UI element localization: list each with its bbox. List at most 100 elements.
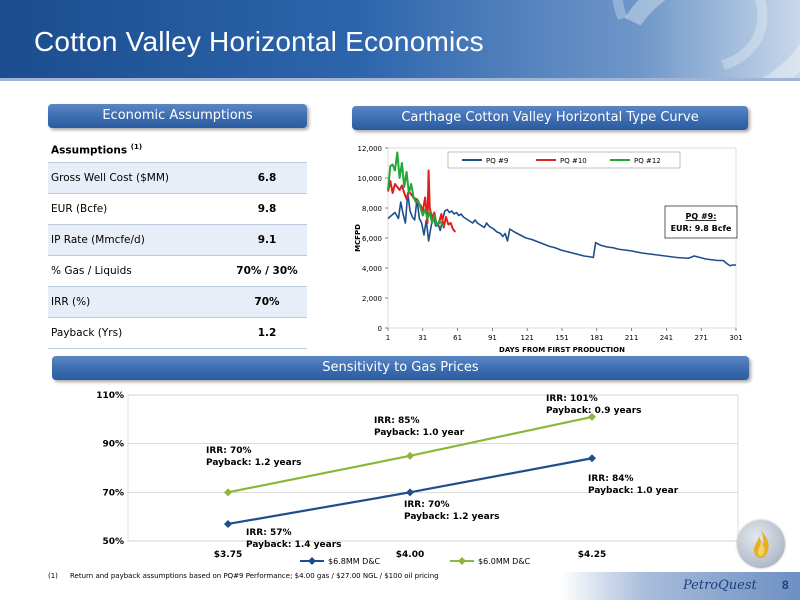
x-tick-label: 61	[453, 334, 462, 342]
y-tick-label: 10,000	[358, 175, 383, 183]
y-tick-label: 90%	[102, 440, 124, 450]
legend: $6.8MM D&C $6.0MM D&C	[300, 557, 531, 566]
table-header-label: Assumptions (1)	[51, 142, 143, 157]
y-tick-label: 0	[378, 325, 382, 333]
table-row: Gross Well Cost ($MM) 6.8	[48, 163, 307, 194]
page-title: Cotton Valley Horizontal Economics	[34, 26, 484, 57]
table-header-row: Assumptions (1)	[48, 137, 307, 163]
legend-box	[447, 151, 681, 169]
row-label: % Gas / Liquids	[51, 265, 132, 277]
row-label: IRR (%)	[51, 296, 91, 308]
legend-label: $6.8MM D&C	[328, 557, 381, 566]
plot-area	[127, 394, 739, 542]
data-label-payback: Payback: 1.0 year	[374, 428, 465, 438]
annotation-title: PQ #9:	[686, 212, 717, 221]
y-tick-label: 4,000	[362, 265, 382, 273]
row-label: Gross Well Cost ($MM)	[51, 172, 169, 184]
header-banner: Cotton Valley Horizontal Economics	[0, 0, 800, 78]
row-label: Payback (Yrs)	[51, 327, 123, 339]
assumptions-table: Assumptions (1) Gross Well Cost ($MM) 6.…	[48, 137, 307, 349]
data-point	[224, 519, 232, 528]
section-title-sensitivity: Sensitivity to Gas Prices	[52, 356, 749, 380]
y-tick-label: 110%	[96, 391, 124, 401]
data-label-payback: Payback: 1.2 years	[206, 458, 302, 468]
x-tick-label: 121	[521, 334, 534, 342]
flame-logo-icon	[737, 520, 785, 568]
footer-band	[560, 572, 800, 600]
header-divider	[0, 78, 800, 81]
legend-label: PQ #9	[486, 157, 508, 165]
series-line-pq-9	[387, 192, 736, 267]
x-tick-label: 241	[660, 334, 673, 342]
x-tick-label: 91	[488, 334, 497, 342]
row-value: 9.8	[257, 203, 277, 215]
data-label-irr: IRR: 70%	[206, 446, 251, 456]
footnote-number: (1)	[48, 572, 58, 580]
data-point	[224, 488, 232, 497]
x-axis-label: DAYS FROM FIRST PRODUCTION	[499, 346, 625, 354]
data-label-irr: IRR: 101%	[546, 394, 598, 404]
legend-label: PQ #12	[634, 157, 661, 165]
y-tick-label: 8,000	[362, 205, 382, 213]
row-value: 70%	[254, 296, 280, 308]
company-logo-text: PetroQuest	[683, 578, 757, 593]
x-tick-label: 31	[418, 334, 427, 342]
page-number: 8	[782, 578, 789, 592]
data-label-payback: Payback: 0.9 years	[546, 406, 642, 416]
legend-label: PQ #10	[560, 157, 587, 165]
x-tick-label: 211	[625, 334, 638, 342]
y-tick-label: 6,000	[362, 235, 382, 243]
data-label-irr: IRR: 84%	[588, 474, 633, 484]
data-label-payback: Payback: 1.2 years	[404, 512, 500, 522]
table-row: EUR (Bcfe) 9.8	[48, 194, 307, 225]
data-label-irr: IRR: 70%	[404, 500, 449, 510]
legend-label: $6.0MM D&C	[478, 557, 531, 566]
y-tick-label: 50%	[102, 537, 124, 547]
data-label-irr: IRR: 57%	[246, 528, 291, 538]
footnote-text: Return and payback assumptions based on …	[70, 572, 439, 580]
footnote: (1) Return and payback assumptions based …	[48, 572, 439, 580]
table-row: IRR (%) 70%	[48, 287, 307, 318]
x-tick-label: $3.75	[214, 550, 242, 560]
section-title-type-curve: Carthage Cotton Valley Horizontal Type C…	[352, 106, 748, 130]
series-line-pq-10	[387, 169, 457, 233]
y-tick-label: 2,000	[362, 295, 382, 303]
data-point	[588, 454, 596, 463]
row-value: 9.1	[257, 234, 277, 246]
x-tick-label: 181	[590, 334, 603, 342]
y-axis-label: MCFPD	[354, 224, 362, 252]
x-tick-label: 1	[386, 334, 390, 342]
data-point	[588, 412, 596, 421]
data-label-irr: IRR: 85%	[374, 416, 419, 426]
data-label-payback: Payback: 1.4 years	[246, 540, 342, 550]
table-row: IP Rate (Mmcfe/d) 9.1	[48, 225, 307, 256]
x-tick-label: $4.00	[396, 550, 424, 560]
row-value: 70% / 30%	[236, 265, 298, 277]
series-line-pq-12	[387, 151, 445, 227]
table-row: Payback (Yrs) 1.2	[48, 318, 307, 349]
legend-marker	[308, 557, 316, 565]
type-curve-chart: 0 2,000 4,000 6,000 8,000 10,000 12,000 1 31 61 91…	[354, 145, 743, 354]
row-value: 6.8	[257, 172, 277, 184]
row-label: IP Rate (Mmcfe/d)	[51, 234, 145, 246]
annotation-text: EUR: 9.8 Bcfe	[671, 224, 732, 233]
sensitivity-chart: 50% 70% 90% 110% $3.75 $4.00 $4.25 IRR: 57% Payb…	[96, 391, 739, 566]
data-label-payback: Payback: 1.0 year	[588, 486, 679, 496]
row-value: 1.2	[257, 327, 277, 339]
data-point	[406, 451, 414, 460]
x-tick-label: 301	[729, 334, 742, 342]
eur-annotation: PQ #9: EUR: 9.8 Bcfe	[664, 205, 738, 239]
legend: PQ #9 PQ #10 PQ #12	[447, 151, 681, 169]
x-tick-label: 271	[695, 334, 708, 342]
section-title-assumptions: Economic Assumptions	[48, 104, 307, 128]
flame-icon	[754, 530, 769, 558]
x-tick-label: 151	[555, 334, 568, 342]
y-tick-label: 70%	[102, 488, 124, 498]
data-point	[406, 488, 414, 497]
legend-marker	[458, 557, 466, 565]
row-label: EUR (Bcfe)	[51, 203, 108, 215]
x-tick-label: $4.25	[578, 550, 606, 560]
table-row: % Gas / Liquids 70% / 30%	[48, 256, 307, 287]
y-tick-label: 12,000	[358, 145, 383, 153]
annotation-box	[664, 205, 738, 239]
